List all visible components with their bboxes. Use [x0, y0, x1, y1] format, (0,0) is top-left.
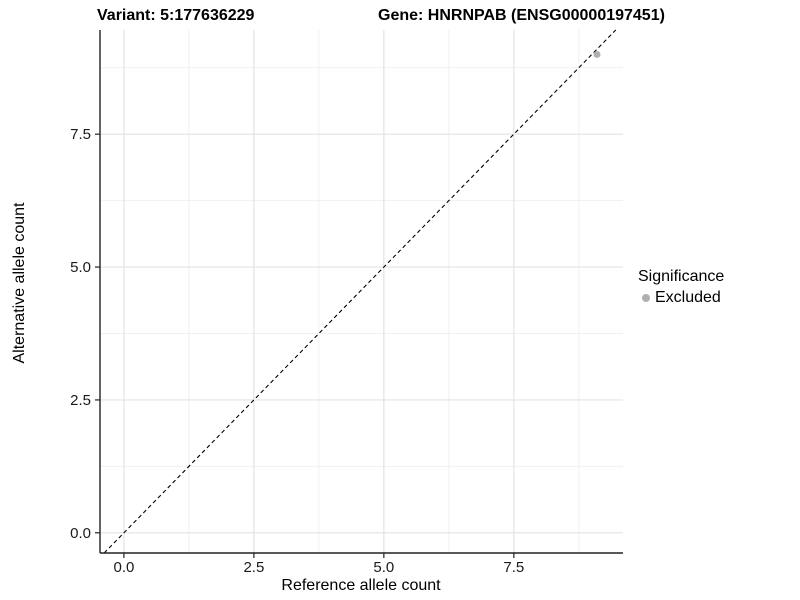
gene-title: Gene: HNRNPAB (ENSG00000197451): [378, 7, 665, 24]
panel-background: [100, 30, 623, 553]
excluded-point-swatch: [642, 294, 650, 302]
legend: Significance Excluded: [638, 268, 724, 307]
excluded-data-point: [593, 50, 601, 58]
legend-item-excluded: Excluded: [638, 289, 724, 307]
y-tick-label: 0.0: [70, 525, 91, 542]
variant-title: Variant: 5:177636229: [97, 7, 255, 24]
x-axis-label: Reference allele count: [281, 577, 441, 594]
identity-reference-line: [103, 29, 617, 554]
y-tick-label: 7.5: [70, 126, 91, 143]
x-tick-label: 5.0: [373, 559, 394, 576]
legend-title: Significance: [638, 268, 725, 285]
y-tick-label: 2.5: [70, 392, 91, 409]
x-tick-label: 7.5: [503, 559, 524, 576]
x-tick-label: 0.0: [113, 559, 134, 576]
legend-item-label: Excluded: [655, 289, 721, 306]
y-tick-label: 5.0: [70, 259, 91, 276]
x-tick-label: 2.5: [243, 559, 264, 576]
